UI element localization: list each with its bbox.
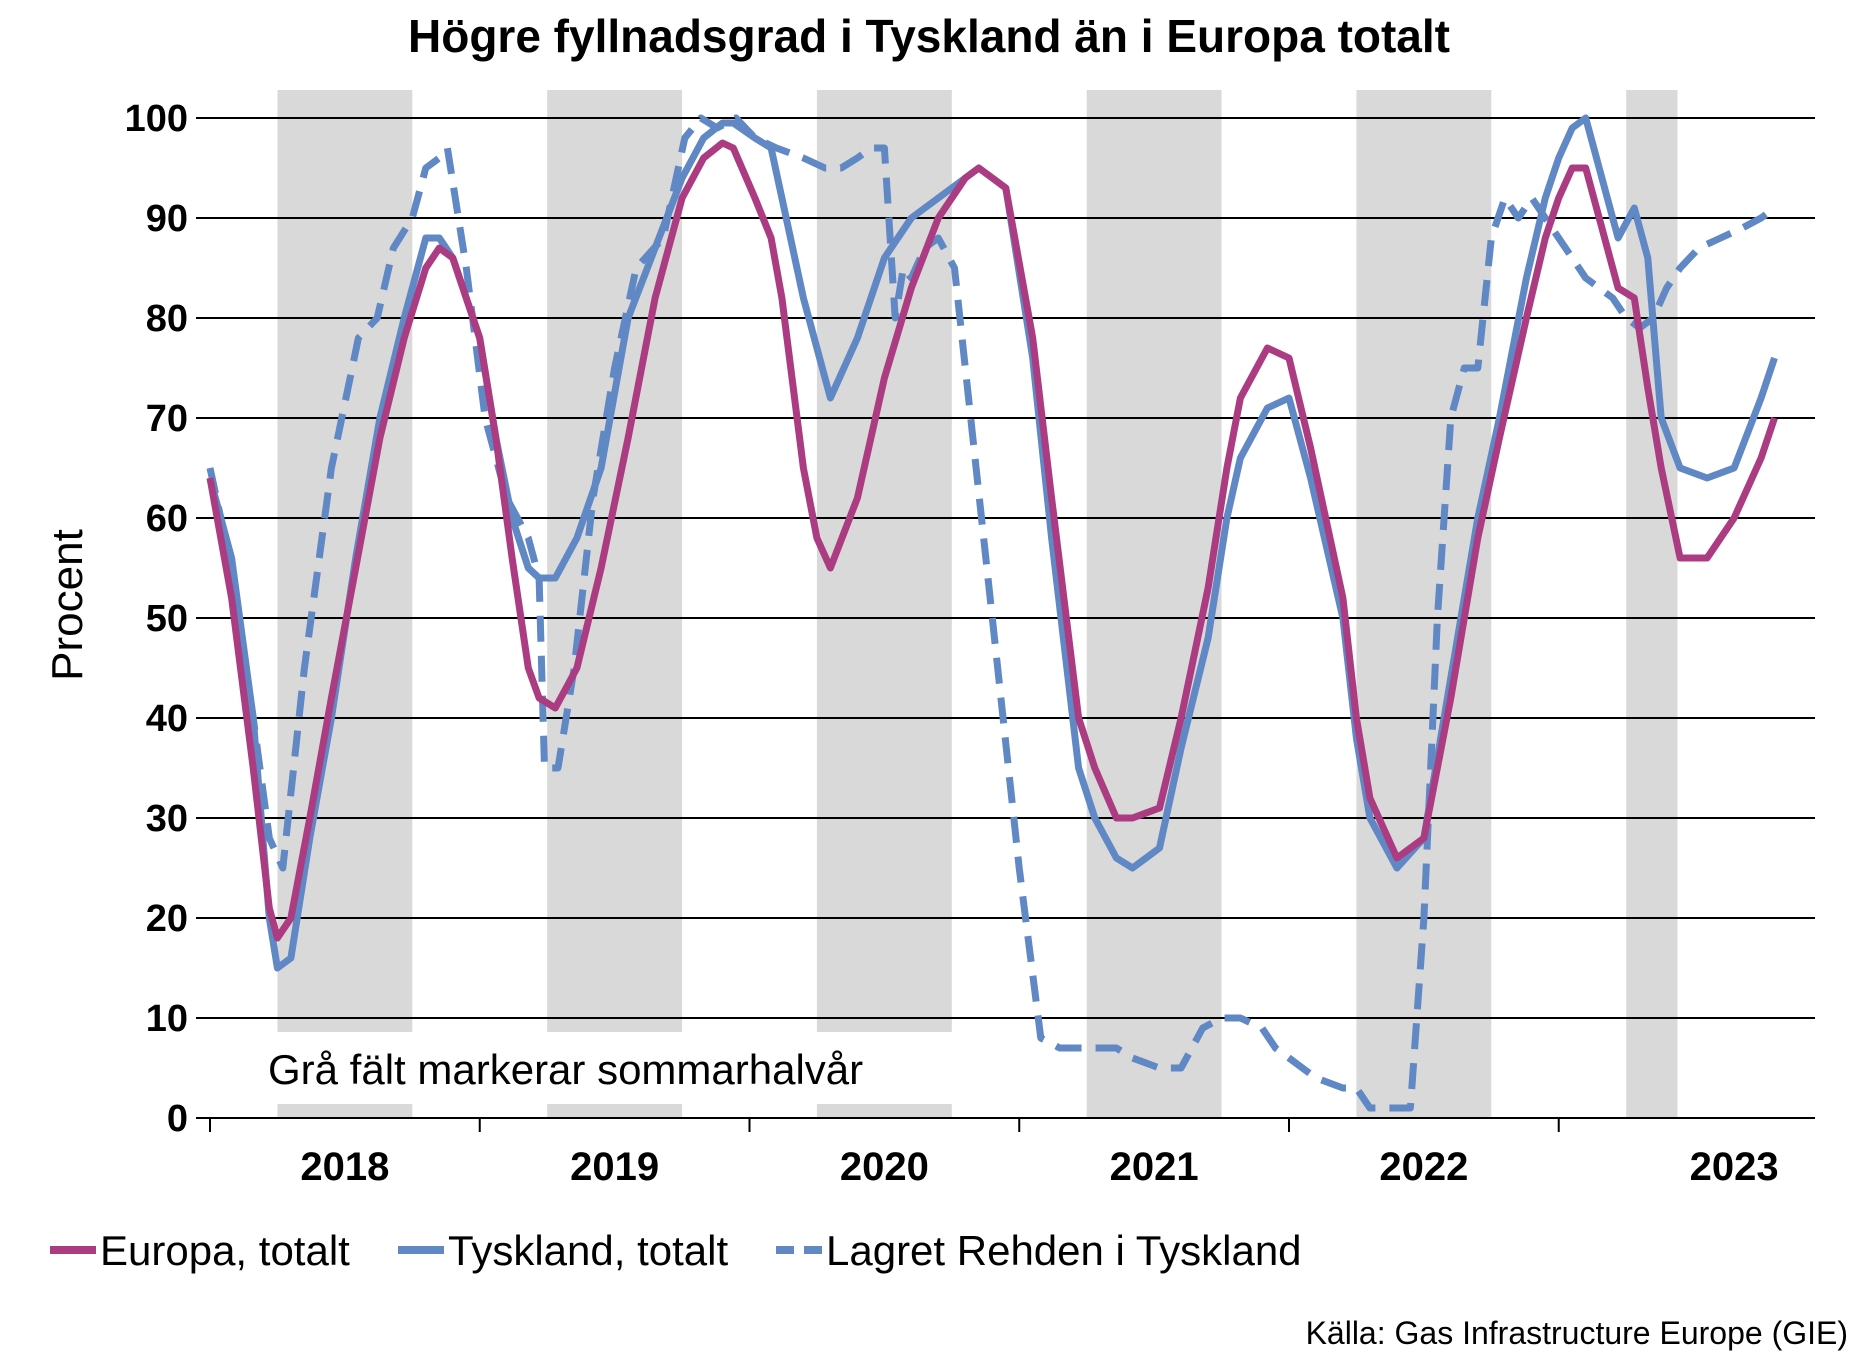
y-tick-label-80: 80 — [146, 298, 188, 340]
summer-band-2 — [547, 90, 683, 1118]
gridlines — [210, 117, 1815, 1119]
y-tick-label-100: 100 — [125, 98, 188, 140]
series-layer — [206, 114, 1778, 1112]
x-tick-label-2022: 2022 — [1379, 1145, 1468, 1189]
y-tick-label-40: 40 — [146, 698, 188, 740]
source-note: Källa: Gas Infrastructure Europe (GIE) — [1306, 1315, 1848, 1351]
axes: 0 10 20 30 40 50 60 70 80 90 100 2018 2019 2020 2021 20… — [125, 98, 1815, 1189]
x-tick-label-2019: 2019 — [570, 1145, 659, 1189]
annotation-text: Grå fält markerar sommarhalvår — [268, 1046, 863, 1093]
summer-band-1 — [277, 90, 413, 1118]
y-tick-label-50: 50 — [146, 598, 188, 640]
x-tick-label-2018: 2018 — [300, 1145, 389, 1189]
y-tick-label-70: 70 — [146, 398, 188, 440]
y-tick-label-0: 0 — [167, 1098, 188, 1140]
legend-label-2: Tyskland, totalt — [448, 1227, 728, 1274]
legend-label-3: Lagret Rehden i Tyskland — [826, 1227, 1302, 1274]
summer-band-4 — [1086, 90, 1222, 1118]
y-axis-label: Procent — [43, 529, 92, 681]
series-line-3 — [206, 114, 1777, 1112]
annotation-background — [230, 1032, 986, 1104]
summer-band-6 — [1626, 90, 1678, 1118]
series-line-2 — [206, 114, 1778, 972]
annotation-box: Grå fält markerar sommarhalvår — [230, 1032, 986, 1104]
y-tick-label-60: 60 — [146, 498, 188, 540]
y-tick-label-20: 20 — [146, 898, 188, 940]
y-tick-label-90: 90 — [146, 198, 188, 240]
x-tick-label-2023: 2023 — [1690, 1145, 1779, 1189]
x-tick-label-2021: 2021 — [1110, 1145, 1199, 1189]
y-tick-label-30: 30 — [146, 798, 188, 840]
series-line-1 — [206, 139, 1778, 942]
x-tick-label-2020: 2020 — [840, 1145, 929, 1189]
y-tick-label-10: 10 — [146, 998, 188, 1040]
legend: Europa, totalt Tyskland, totalt Lagret Reh… — [50, 1227, 1302, 1274]
legend-label-1: Europa, totalt — [100, 1227, 350, 1274]
chart-title: Högre fyllnadsgrad i Tyskland än i Europ… — [408, 10, 1450, 62]
